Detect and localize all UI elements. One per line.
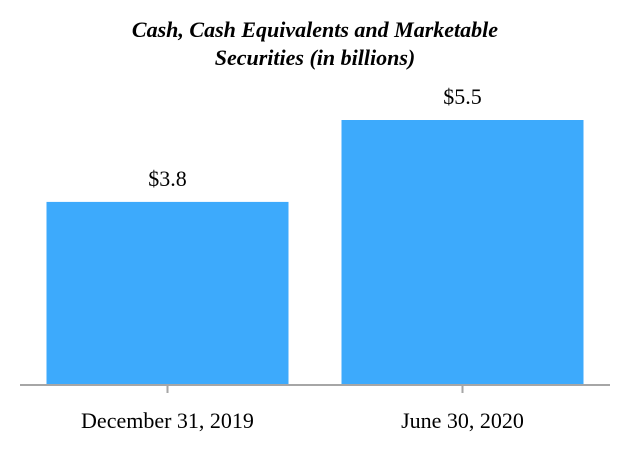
chart-title: Cash, Cash Equivalents and Marketable Se… (0, 16, 630, 72)
chart-title-line-2: Securities (in billions) (214, 45, 416, 70)
bar-1 (341, 120, 584, 385)
x-tick-label-0: December 31, 2019 (81, 408, 254, 433)
bar-0 (46, 201, 289, 385)
x-tick-label-1: June 30, 2020 (401, 408, 524, 433)
data-label-0: $3.8 (148, 166, 187, 191)
data-label-1: $5.5 (443, 84, 482, 109)
chart-title-line-1: Cash, Cash Equivalents and Marketable (131, 17, 499, 42)
